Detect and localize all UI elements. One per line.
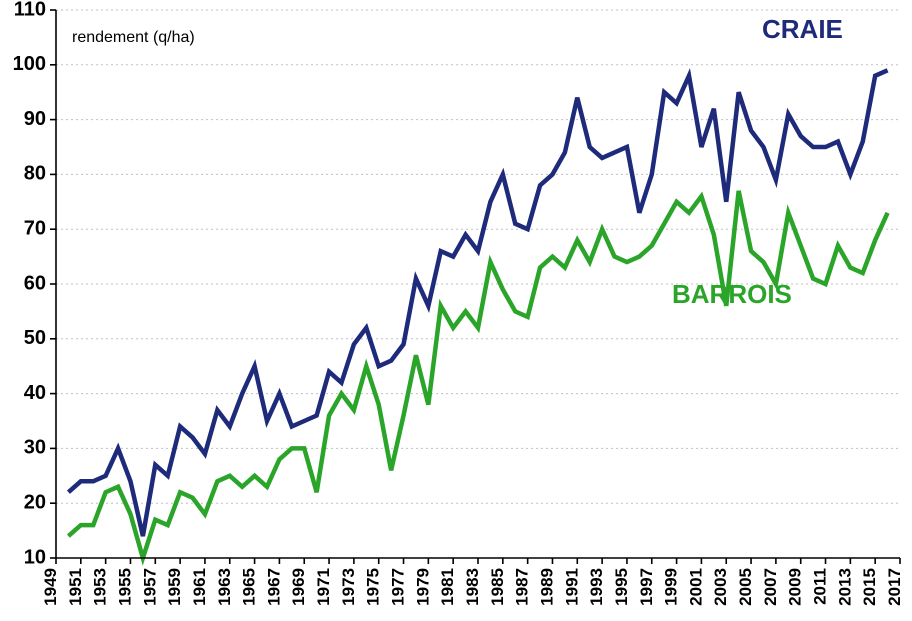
x-tick-label: 1957 [140, 568, 159, 606]
x-tick-label: 1973 [339, 568, 358, 606]
y-tick-label: 110 [14, 0, 46, 20]
x-tick-label: 1991 [562, 568, 581, 606]
series-label-barrois: BARROIS [672, 279, 792, 309]
y-tick-label: 80 [24, 163, 46, 185]
x-tick-label: 1971 [314, 568, 333, 606]
x-tick-label: 1979 [413, 568, 432, 606]
y-axis-label: rendement (q/ha) [72, 29, 195, 46]
x-tick-label: 1967 [264, 568, 283, 606]
y-tick-label: 30 [24, 437, 46, 459]
x-tick-label: 2007 [761, 568, 780, 606]
x-tick-label: 2011 [811, 568, 830, 605]
x-tick-label: 1963 [215, 568, 234, 606]
x-tick-label: 1983 [463, 568, 482, 606]
y-tick-label: 60 [24, 272, 46, 294]
x-tick-label: 1953 [91, 568, 110, 606]
x-tick-label: 2009 [786, 568, 805, 606]
x-tick-label: 1999 [662, 568, 681, 606]
x-tick-label: 2015 [860, 568, 879, 606]
x-tick-label: 2005 [736, 568, 755, 606]
x-tick-label: 1981 [438, 568, 457, 606]
x-tick-label: 1949 [41, 568, 60, 606]
y-tick-label: 70 [24, 217, 46, 239]
x-tick-label: 1997 [637, 568, 656, 606]
x-tick-label: 1989 [537, 568, 556, 606]
x-tick-label: 1995 [612, 568, 631, 606]
series-label-craie: CRAIE [762, 14, 843, 44]
x-tick-label: 2003 [711, 568, 730, 606]
y-tick-label: 20 [24, 491, 46, 513]
x-tick-label: 1955 [115, 568, 134, 606]
x-tick-label: 1975 [364, 568, 383, 606]
x-tick-label: 1987 [513, 568, 532, 606]
x-tick-label: 2017 [885, 568, 904, 606]
x-tick-label: 2013 [835, 568, 854, 606]
x-tick-label: 1959 [165, 568, 184, 606]
x-tick-label: 1985 [488, 568, 507, 606]
y-tick-label: 100 [13, 53, 46, 75]
y-tick-label: 90 [24, 108, 46, 130]
x-tick-label: 1951 [66, 568, 85, 606]
x-tick-label: 2001 [686, 568, 705, 606]
y-tick-label: 10 [24, 546, 46, 568]
y-tick-label: 50 [24, 327, 46, 349]
x-tick-label: 1965 [240, 568, 259, 606]
x-tick-label: 1961 [190, 568, 209, 606]
x-tick-label: 1993 [587, 568, 606, 606]
x-tick-label: 1977 [389, 568, 408, 606]
y-tick-label: 40 [24, 382, 46, 404]
x-tick-label: 1969 [289, 568, 308, 606]
line-chart: 10 20 30 40 50 60 70 80 90 100 110 1949 1951 1953 1955… [0, 0, 912, 621]
